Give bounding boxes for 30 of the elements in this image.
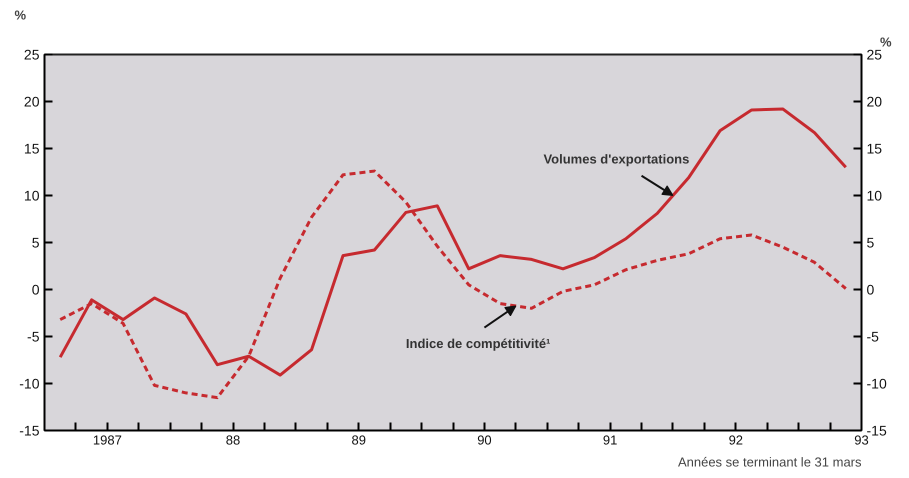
y2-tick-label: -10 (866, 376, 887, 392)
y2-tick-label: 20 (866, 94, 882, 110)
x-tick-label: 88 (226, 432, 240, 448)
y2-tick-label: -5 (866, 328, 880, 344)
x-tick-label: 92 (728, 432, 744, 448)
x-tick-label: 93 (854, 432, 869, 448)
x-tick-label: 89 (352, 432, 366, 448)
y2-tick-label: -15 (866, 422, 887, 438)
x-tick-label: 91 (602, 432, 618, 448)
y-tick-label: -10 (19, 376, 40, 392)
y-tick-label: 0 (32, 282, 40, 298)
y-tick-label: 5 (32, 234, 40, 250)
x-tick-label: 1987 (92, 432, 122, 448)
y-tick-label: -15 (19, 422, 40, 438)
series-label: Volumes d'exportations (543, 151, 690, 166)
y2-axis-title: % (880, 34, 892, 50)
y-tick-label: 20 (24, 94, 40, 110)
y-tick-label: 25 (24, 46, 40, 62)
y2-tick-label: 15 (866, 140, 882, 156)
y2-tick-label: 25 (866, 46, 882, 62)
y-axis-title: % (14, 8, 26, 22)
y2-tick-label: 10 (866, 188, 882, 204)
y-tick-label: 15 (24, 140, 40, 156)
y2-tick-label: 0 (866, 282, 874, 298)
y-tick-label: 10 (24, 188, 40, 204)
x-axis-title: Années se terminant le 31 mars (678, 454, 862, 470)
text: Indice de compétitivité¹ (406, 336, 550, 352)
y2-tick-label: 5 (866, 234, 874, 250)
x-tick-label: 90 (477, 432, 492, 448)
y-tick-label: -5 (27, 328, 40, 344)
